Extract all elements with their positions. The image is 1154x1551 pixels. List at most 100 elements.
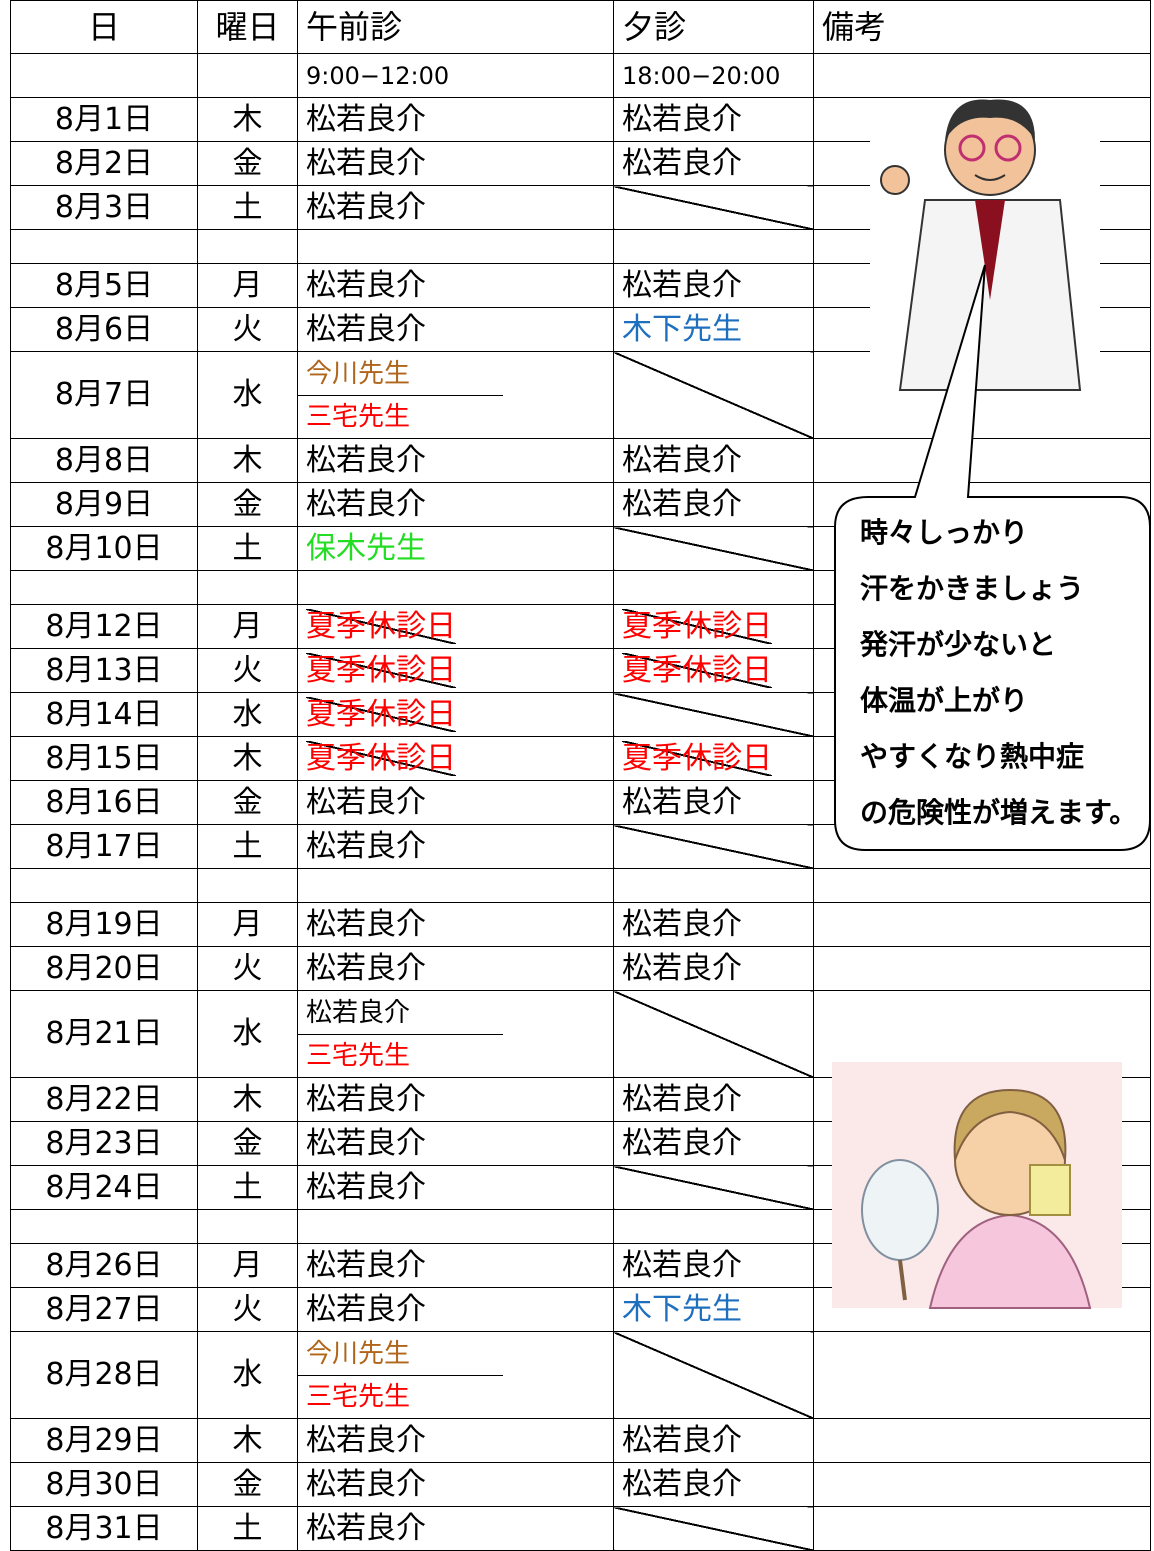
note-cell: [813, 946, 1151, 991]
doctor: 松若良介: [622, 784, 742, 820]
date-cell: 8月12日: [10, 604, 198, 649]
hours-row: 9:00−12:00 18:00−20:00: [10, 53, 1151, 98]
cell: [297, 570, 614, 605]
am-cell: 夏季休診日: [297, 736, 614, 781]
doctor: 松若良介: [622, 1081, 742, 1117]
date-cell: 8月29日: [10, 1418, 198, 1463]
am-cell: 松若良介: [297, 1418, 614, 1463]
pm-cell: [613, 692, 814, 737]
am-cell: 松若良介三宅先生: [297, 990, 614, 1078]
schedule-row: 8月14日水夏季休診日: [10, 692, 1151, 737]
weekday-cell: 土: [197, 1165, 298, 1210]
am-cell: 松若良介: [297, 902, 614, 947]
pm-cell: 夏季休診日: [613, 736, 814, 781]
date-cell: 8月9日: [10, 482, 198, 527]
doctor: 今川先生: [298, 353, 503, 396]
cell: [197, 570, 298, 605]
am-cell: 夏季休診日: [297, 692, 614, 737]
doctor: 木下先生: [622, 1291, 742, 1327]
doctor: 三宅先生: [306, 1040, 411, 1071]
weekday-cell: 金: [197, 141, 298, 186]
weekday-cell: 月: [197, 902, 298, 947]
date-cell: 8月26日: [10, 1243, 198, 1288]
cell: [613, 1209, 814, 1244]
am-cell: 夏季休診日: [297, 604, 614, 649]
doctor: 松若良介: [306, 906, 426, 942]
pm-cell: 松若良介: [613, 780, 814, 825]
am-cell: 松若良介: [297, 1165, 614, 1210]
weekday-cell: 金: [197, 780, 298, 825]
pm-cell: 松若良介: [613, 1077, 814, 1122]
pm-cell: [613, 1165, 814, 1210]
doctor: 松若良介: [306, 950, 426, 986]
date-cell: 8月15日: [10, 736, 198, 781]
cell: 18:00−20:00: [613, 53, 814, 98]
schedule-row: 8月30日金松若良介 松若良介: [10, 1462, 1151, 1507]
weekday-cell: 土: [197, 185, 298, 230]
date-cell: 8月14日: [10, 692, 198, 737]
date-cell: 8月13日: [10, 648, 198, 693]
date-cell: 8月21日: [10, 990, 198, 1078]
doctor: 夏季休診日: [622, 652, 772, 688]
callout-line: の危険性が増えます。: [860, 796, 1138, 829]
doctor: 松若良介: [306, 1169, 426, 1205]
cell: [297, 229, 614, 264]
am-cell: 保木先生: [297, 526, 614, 571]
pm-cell: [613, 351, 814, 439]
weekday-cell: 火: [197, 307, 298, 352]
doctor: 松若良介: [622, 267, 742, 303]
header-cell: 日: [10, 0, 198, 54]
doctor: 松若良介: [298, 992, 503, 1035]
date-cell: 8月20日: [10, 946, 198, 991]
pm-cell: 松若良介: [613, 141, 814, 186]
schedule-row: 8月20日火松若良介 松若良介: [10, 946, 1151, 991]
am-cell: 松若良介: [297, 824, 614, 869]
doctor: 松若良介: [306, 784, 426, 820]
doctor: 夏季休診日: [622, 608, 772, 644]
cell: [613, 229, 814, 264]
am-cell: 松若良介: [297, 1121, 614, 1166]
cell: [613, 570, 814, 605]
pm-cell: 松若良介: [613, 1121, 814, 1166]
am-cell: 今川先生 三宅先生: [297, 1331, 614, 1419]
note-cell: [813, 1462, 1151, 1507]
date-cell: 8月1日: [10, 97, 198, 142]
am-cell: 松若良介: [297, 307, 614, 352]
schedule-row: 8月29日木松若良介 松若良介: [10, 1418, 1151, 1463]
pm-cell: 松若良介: [613, 263, 814, 308]
pm-cell: 松若良介: [613, 97, 814, 142]
doctor: 保木先生: [306, 530, 426, 566]
am-cell: 松若良介: [297, 1287, 614, 1332]
pm-cell: 松若良介: [613, 1418, 814, 1463]
am-cell: 松若良介: [297, 780, 614, 825]
doctor: 松若良介: [306, 1081, 426, 1117]
doctor: 松若良介: [306, 442, 426, 478]
weekday-cell: 木: [197, 1077, 298, 1122]
date-cell: 8月28日: [10, 1331, 198, 1419]
doctor: 松若良介: [306, 1291, 426, 1327]
am-cell: 松若良介: [297, 482, 614, 527]
doctor: 松若良介: [306, 486, 426, 522]
date-cell: 8月2日: [10, 141, 198, 186]
note-cell: [813, 902, 1151, 947]
pm-cell: [613, 526, 814, 571]
date-cell: 8月23日: [10, 1121, 198, 1166]
doctor: 今川先生: [298, 1333, 503, 1376]
pm-cell: [613, 1331, 814, 1419]
doctor: 松若良介: [622, 486, 742, 522]
am-cell: 松若良介: [297, 946, 614, 991]
pm-cell: 木下先生: [613, 307, 814, 352]
date-cell: 8月19日: [10, 902, 198, 947]
weekday-cell: 木: [197, 736, 298, 781]
doctor: 松若良介: [306, 145, 426, 181]
pm-cell: 夏季休診日: [613, 604, 814, 649]
doctor: 夏季休診日: [306, 608, 456, 644]
doctor: 夏季休診日: [622, 740, 772, 776]
pm-cell: 木下先生: [613, 1287, 814, 1332]
weekday-cell: 水: [197, 351, 298, 439]
am-cell: 松若良介: [297, 1462, 614, 1507]
pm-cell: 松若良介: [613, 482, 814, 527]
callout-line: 時々しっかり: [860, 516, 1029, 549]
doctor: 夏季休診日: [306, 740, 456, 776]
doctor: 夏季休診日: [306, 696, 456, 732]
